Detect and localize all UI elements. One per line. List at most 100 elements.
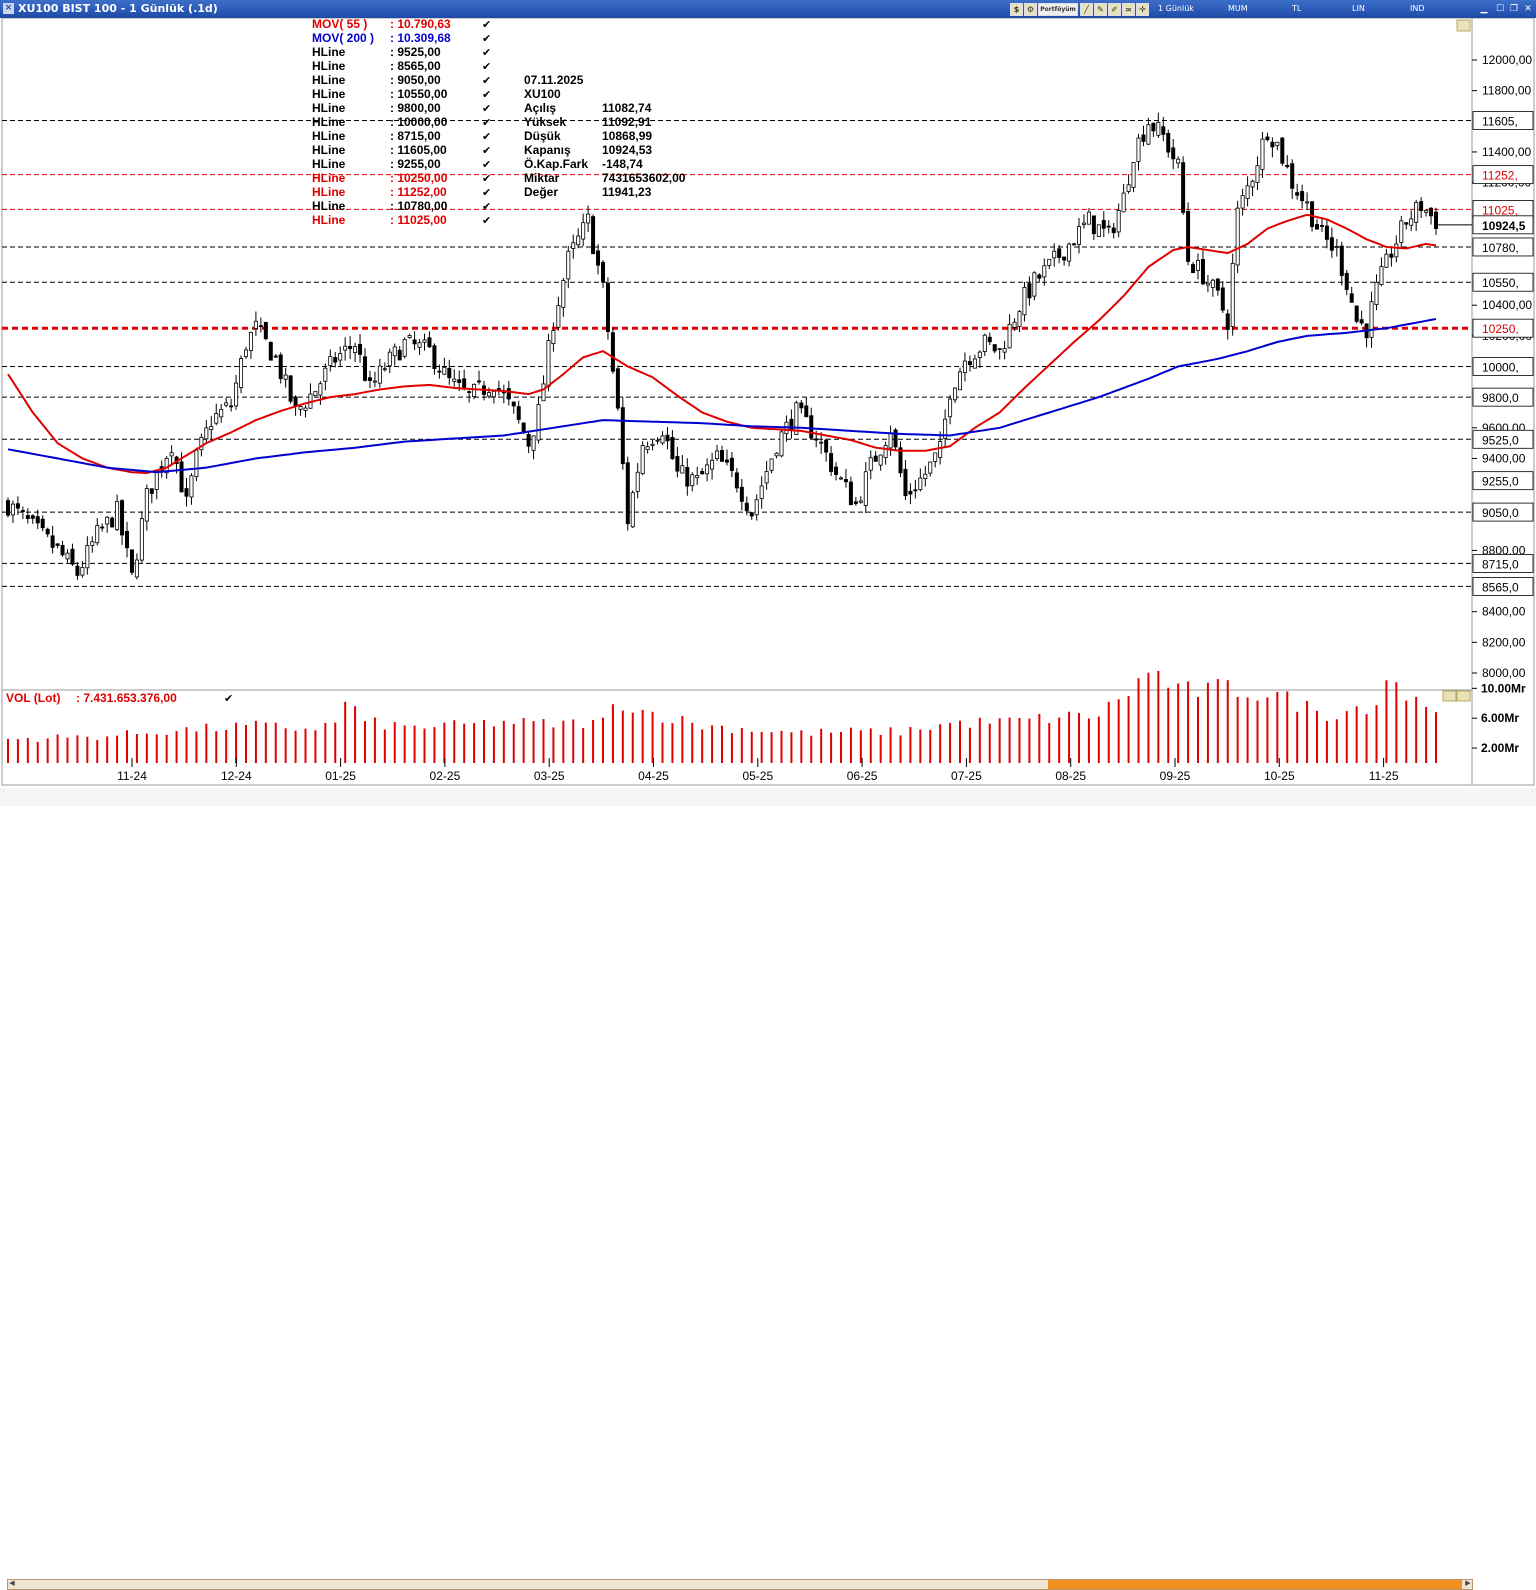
candle-body[interactable]: [918, 477, 923, 490]
candle-body[interactable]: [35, 516, 40, 524]
candle-body[interactable]: [1310, 201, 1315, 227]
candle-body[interactable]: [1121, 192, 1126, 213]
candle-body[interactable]: [972, 358, 977, 369]
window-close-icon[interactable]: ✕: [1524, 4, 1532, 14]
candle-body[interactable]: [774, 452, 779, 457]
candle-body[interactable]: [1434, 211, 1439, 229]
price-chart[interactable]: 12000,0011800,0011400,0011200,0010400,00…: [0, 18, 1536, 788]
candle-body[interactable]: [601, 261, 606, 283]
candle-body[interactable]: [75, 565, 80, 576]
candle-body[interactable]: [615, 368, 620, 409]
candle-body[interactable]: [1394, 243, 1399, 258]
candle-body[interactable]: [943, 418, 948, 439]
candle-body[interactable]: [1091, 215, 1096, 235]
candle-body[interactable]: [362, 356, 367, 381]
candle-body[interactable]: [1136, 137, 1141, 162]
candle-body[interactable]: [125, 530, 130, 549]
candle-body[interactable]: [1260, 138, 1265, 170]
candle-body[interactable]: [1002, 348, 1007, 353]
candle-body[interactable]: [1319, 225, 1324, 227]
candle-body[interactable]: [179, 461, 184, 493]
candle-body[interactable]: [258, 325, 263, 328]
candle-body[interactable]: [313, 390, 318, 397]
brush-icon[interactable]: ✐: [1108, 3, 1121, 16]
candle-body[interactable]: [898, 447, 903, 474]
candle-body[interactable]: [283, 374, 288, 380]
candle-body[interactable]: [675, 456, 680, 472]
candle-body[interactable]: [1379, 266, 1384, 285]
candle-body[interactable]: [1205, 282, 1210, 286]
candle-body[interactable]: [700, 470, 705, 475]
candle-body[interactable]: [789, 418, 794, 431]
candle-body[interactable]: [442, 367, 447, 375]
candle-body[interactable]: [204, 427, 209, 440]
candle-body[interactable]: [149, 488, 154, 494]
candle-body[interactable]: [55, 543, 60, 546]
candle-body[interactable]: [1196, 260, 1201, 271]
candle-body[interactable]: [60, 545, 65, 556]
candle-body[interactable]: [903, 468, 908, 497]
period-selector[interactable]: 1 Günlük: [1158, 4, 1194, 13]
candle-body[interactable]: [214, 413, 219, 424]
volume-config-icon[interactable]: [1442, 690, 1457, 702]
candle-body[interactable]: [1161, 126, 1166, 135]
candle-body[interactable]: [467, 391, 472, 394]
candle-body[interactable]: [1220, 287, 1225, 311]
candle-body[interactable]: [50, 535, 55, 548]
candle-body[interactable]: [1096, 224, 1101, 237]
candle-body[interactable]: [358, 343, 363, 355]
candle-body[interactable]: [1037, 274, 1042, 279]
candle-body[interactable]: [472, 383, 477, 397]
candle-body[interactable]: [1131, 162, 1136, 188]
candle-body[interactable]: [120, 500, 125, 536]
candle-body[interactable]: [462, 378, 467, 389]
candle-body[interactable]: [115, 501, 120, 530]
candle-body[interactable]: [328, 356, 333, 366]
candle-body[interactable]: [1429, 207, 1434, 217]
candle-body[interactable]: [690, 474, 695, 487]
candle-body[interactable]: [516, 406, 521, 420]
candle-body[interactable]: [819, 441, 824, 444]
candle-body[interactable]: [799, 402, 804, 409]
candle-body[interactable]: [610, 332, 615, 372]
candle-body[interactable]: [873, 455, 878, 462]
candle-body[interactable]: [343, 345, 348, 351]
candle-body[interactable]: [645, 446, 650, 451]
candle-body[interactable]: [640, 445, 645, 475]
candle-body[interactable]: [1230, 263, 1235, 327]
candle-body[interactable]: [958, 371, 963, 391]
candle-body[interactable]: [1017, 311, 1022, 327]
candle-body[interactable]: [1052, 250, 1057, 259]
candle-body[interactable]: [1280, 137, 1285, 164]
candle-body[interactable]: [1255, 165, 1260, 183]
candle-body[interactable]: [893, 429, 898, 448]
candle-body[interactable]: [100, 526, 105, 529]
candle-body[interactable]: [1245, 185, 1250, 199]
candle-body[interactable]: [1210, 279, 1215, 288]
candle-body[interactable]: [427, 337, 432, 348]
candle-body[interactable]: [1349, 293, 1354, 303]
candle-body[interactable]: [744, 502, 749, 512]
candle-body[interactable]: [625, 462, 630, 525]
candle-body[interactable]: [184, 488, 189, 497]
candle-body[interactable]: [1419, 201, 1424, 212]
candle-body[interactable]: [30, 515, 35, 519]
candle-body[interactable]: [695, 475, 700, 479]
scroll-right-icon[interactable]: ▶: [1465, 1579, 1471, 1587]
candle-body[interactable]: [794, 402, 799, 435]
currency-selector[interactable]: TL: [1292, 4, 1302, 13]
candle-body[interactable]: [997, 348, 1002, 350]
candle-body[interactable]: [323, 367, 328, 382]
candle-body[interactable]: [219, 408, 224, 418]
minimize-icon[interactable]: ▁: [1480, 4, 1488, 14]
candle-body[interactable]: [655, 439, 660, 442]
candle-body[interactable]: [888, 432, 893, 449]
candle-body[interactable]: [348, 345, 353, 350]
candle-body[interactable]: [154, 470, 159, 490]
horizontal-scrollbar[interactable]: ◀ ▶: [7, 1579, 1473, 1590]
candle-body[interactable]: [70, 548, 75, 565]
candle-body[interactable]: [1399, 220, 1404, 243]
candle-body[interactable]: [591, 216, 596, 255]
candle-body[interactable]: [447, 367, 452, 379]
candle-body[interactable]: [1186, 210, 1191, 262]
